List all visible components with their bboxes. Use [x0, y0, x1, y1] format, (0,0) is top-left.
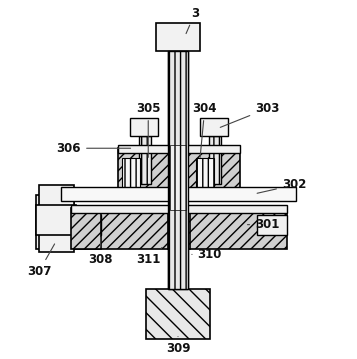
Bar	[71, 208, 101, 250]
Text: 311: 311	[136, 247, 162, 266]
Bar	[146, 289, 210, 339]
Text: 3: 3	[186, 7, 199, 34]
Bar	[36, 205, 76, 234]
Bar	[188, 148, 240, 200]
Bar	[36, 195, 74, 250]
Text: 304: 304	[192, 102, 217, 157]
Text: 309: 309	[166, 337, 190, 355]
Bar	[168, 51, 188, 289]
Bar	[156, 23, 200, 51]
Bar	[168, 208, 190, 250]
Bar	[39, 185, 74, 252]
Bar	[122, 158, 140, 188]
Bar	[168, 51, 188, 145]
Bar	[71, 205, 287, 213]
Text: 302: 302	[257, 178, 306, 193]
Text: 303: 303	[220, 102, 280, 127]
Bar	[170, 145, 186, 210]
Text: 310: 310	[192, 248, 222, 261]
Bar	[71, 208, 170, 250]
Bar	[139, 136, 151, 184]
Text: 301: 301	[247, 218, 280, 231]
Text: 306: 306	[57, 142, 131, 155]
Bar	[196, 158, 214, 188]
Text: 308: 308	[89, 237, 113, 266]
Text: 307: 307	[27, 244, 55, 278]
Bar	[168, 250, 188, 289]
Bar	[200, 118, 228, 136]
Text: 305: 305	[136, 102, 161, 157]
Bar	[71, 215, 101, 234]
Bar	[188, 208, 287, 250]
Bar	[61, 187, 175, 201]
Bar	[257, 215, 287, 234]
Bar	[130, 118, 158, 136]
Bar	[182, 187, 296, 201]
Bar	[119, 145, 240, 153]
Bar	[209, 136, 221, 184]
Bar	[119, 148, 170, 200]
